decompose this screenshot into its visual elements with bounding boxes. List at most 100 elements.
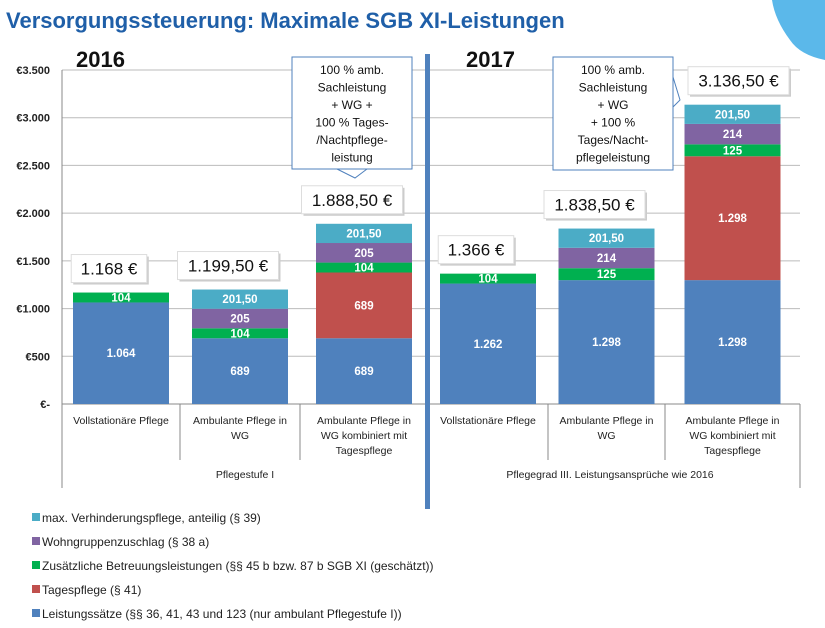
callout-text: Sachleistung — [579, 81, 648, 95]
bar-segment — [316, 272, 412, 339]
y-tick-label: €- — [40, 399, 50, 411]
category-label: Vollstationäre Pflege — [440, 415, 536, 427]
y-tick-label: €1.500 — [16, 256, 50, 268]
bar-segment — [316, 223, 412, 244]
category-label: WG — [231, 430, 249, 442]
data-label: 1.262 — [474, 339, 503, 351]
legend-item: Leistungssätze (§§ 36, 41, 43 und 123 (n… — [42, 607, 402, 621]
callout-text: + 100 % — [591, 116, 636, 130]
legend-swatch — [32, 561, 40, 569]
category-label: Ambulante Pflege in — [560, 415, 654, 427]
callout-text: + WG — [597, 98, 628, 112]
bar-segment — [684, 123, 781, 145]
group-label: Pflegegrad III. Leistungsansprüche wie 2… — [506, 469, 713, 481]
total-box — [301, 185, 403, 215]
category-label: Ambulante Pflege in — [317, 415, 411, 427]
total-label: 1.199,50 € — [188, 257, 269, 276]
total-box — [437, 235, 515, 265]
data-label: 201,50 — [589, 233, 624, 245]
data-label: 689 — [354, 366, 373, 378]
data-label: 214 — [723, 129, 743, 141]
bar-segment — [316, 262, 412, 273]
bar-segment — [192, 328, 288, 339]
year-label-2016: 2016 — [76, 47, 125, 72]
y-tick-label: €1.000 — [16, 304, 50, 316]
callout-box — [291, 56, 413, 170]
category-label: Ambulante Pflege in — [686, 415, 780, 427]
bar-segment — [316, 338, 412, 404]
legend-swatch — [32, 609, 40, 617]
total-box — [687, 66, 790, 96]
callout-text: Tages/Nacht- — [578, 133, 649, 147]
decorative-blob — [772, 0, 825, 60]
data-label: 1.298 — [718, 337, 747, 349]
data-label: 125 — [723, 145, 743, 157]
bar-segment — [558, 268, 655, 281]
category-label: Tagespflege — [336, 445, 393, 457]
total-box — [543, 190, 646, 220]
total-label: 1.838,50 € — [554, 196, 635, 215]
callout-text: /Nachtpflege- — [316, 133, 387, 147]
bar-segment — [192, 338, 288, 404]
callout-box — [552, 56, 674, 171]
legend-swatch — [32, 585, 40, 593]
year-label-2017: 2017 — [466, 47, 515, 72]
y-tick-label: €2.000 — [16, 208, 50, 220]
data-label: 1.298 — [592, 337, 621, 349]
legend-item: max. Verhinderungspflege, anteilig (§ 39… — [42, 511, 261, 525]
category-label: WG kombiniert mit — [689, 430, 775, 442]
data-label: 205 — [354, 248, 374, 260]
legend-item: Wohngruppenzuschlag (§ 38 a) — [42, 535, 209, 549]
callout-text: leistung — [331, 151, 372, 165]
bar-segment — [73, 292, 169, 303]
legend-swatch — [32, 537, 40, 545]
bar-segment — [558, 247, 655, 269]
data-label: 201,50 — [222, 294, 257, 306]
data-label: 214 — [597, 253, 617, 265]
category-label: Vollstationäre Pflege — [73, 415, 169, 427]
bar-segment — [558, 280, 655, 404]
y-tick-label: €3.500 — [16, 65, 50, 77]
category-label: Tagespflege — [704, 445, 761, 457]
y-tick-label: €3.000 — [16, 113, 50, 125]
category-label: WG kombiniert mit — [321, 430, 407, 442]
year-divider — [425, 54, 430, 509]
legend-item: Tagespflege (§ 41) — [42, 583, 141, 597]
data-label: 1.298 — [718, 213, 747, 225]
bar-segment — [192, 308, 288, 329]
bar-segment — [440, 283, 536, 404]
data-label: 104 — [111, 293, 131, 305]
data-label: 689 — [230, 366, 249, 378]
callout-text: + WG + — [331, 98, 372, 112]
data-label: 125 — [597, 269, 617, 281]
total-label: 3.136,50 € — [698, 72, 779, 91]
total-label: 1.888,50 € — [312, 191, 393, 210]
page-title: Versorgungssteuerung: Maximale SGB XI-Le… — [6, 8, 565, 33]
bar-segment — [684, 104, 781, 124]
bar-segment — [684, 144, 781, 157]
data-label: 104 — [478, 274, 498, 286]
total-box — [177, 251, 279, 281]
data-label: 104 — [354, 263, 374, 275]
bar-segment — [684, 280, 781, 404]
callout-pointer — [672, 76, 681, 108]
total-label: 1.168 € — [81, 260, 138, 279]
bar-segment — [558, 228, 655, 248]
bar-segment — [440, 273, 536, 284]
total-box — [70, 254, 148, 284]
data-label: 689 — [354, 300, 373, 312]
data-label: 104 — [230, 328, 250, 340]
category-label: Ambulante Pflege in — [193, 415, 287, 427]
callout-text: 100 % amb. — [581, 63, 645, 77]
data-label: 201,50 — [346, 228, 381, 240]
callout-text: 100 % amb. — [320, 63, 384, 77]
callout-pointer — [336, 168, 368, 179]
callout-text: Sachleistung — [318, 81, 387, 95]
bar-segment — [684, 156, 781, 281]
data-label: 1.064 — [107, 348, 136, 360]
bar-segment — [73, 302, 169, 404]
bar-segment — [192, 289, 288, 309]
data-label: 201,50 — [715, 109, 750, 121]
y-tick-label: €500 — [26, 351, 50, 363]
